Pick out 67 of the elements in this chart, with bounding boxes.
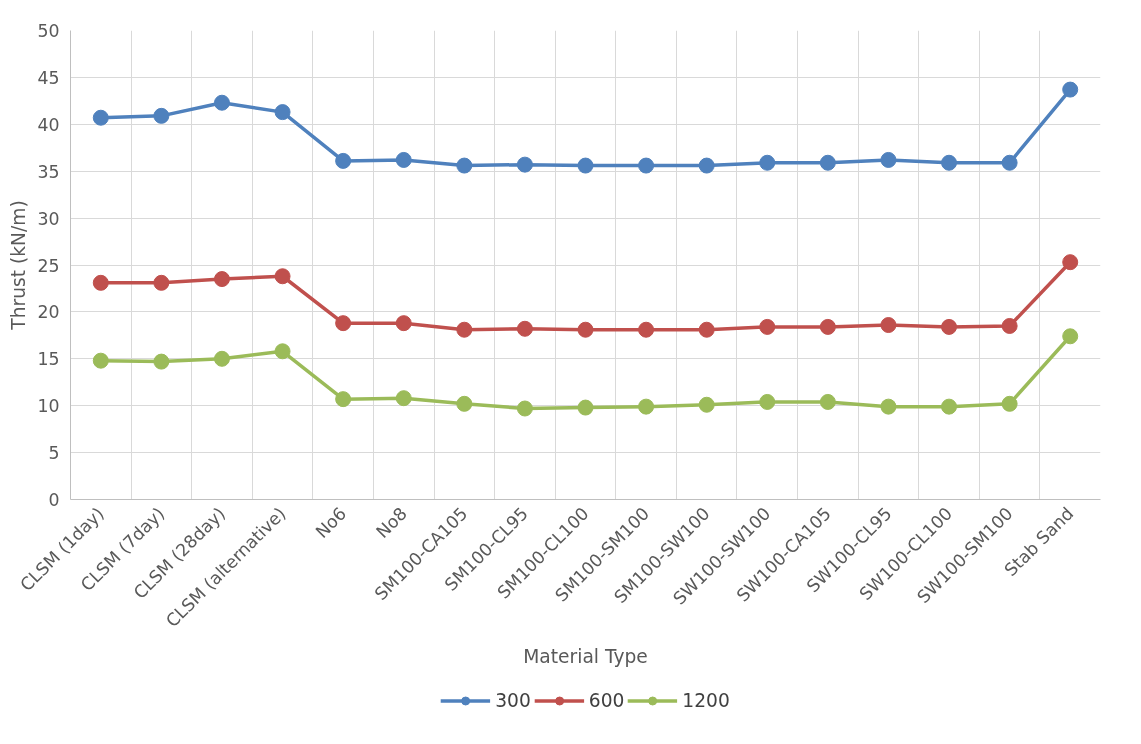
point: [759, 154, 776, 171]
legend-label: 1200: [682, 689, 730, 711]
y-tick-label: 35: [37, 161, 60, 182]
y-tick-label: 40: [37, 114, 60, 135]
point: [638, 321, 655, 338]
point: [1062, 81, 1079, 98]
point: [456, 157, 473, 174]
point: [153, 353, 170, 370]
y-tick-label: 30: [37, 208, 60, 229]
point: [516, 156, 533, 173]
point: [1062, 254, 1079, 271]
point: [577, 321, 594, 338]
y-tick-label: 10: [37, 396, 60, 417]
point: [759, 318, 776, 335]
point: [638, 157, 655, 174]
point: [274, 343, 291, 360]
point: [698, 396, 715, 413]
point: [92, 352, 109, 369]
point: [213, 350, 230, 367]
point: [941, 154, 958, 171]
point: [698, 321, 715, 338]
point: [213, 94, 230, 111]
point: [880, 398, 897, 415]
point: [516, 320, 533, 337]
y-tick-label: 25: [37, 255, 60, 276]
point: [516, 400, 533, 417]
point: [698, 157, 715, 174]
point: [335, 391, 352, 408]
point: [880, 317, 897, 334]
point: [819, 154, 836, 171]
point: [335, 152, 352, 169]
point: [456, 395, 473, 412]
y-tick-label: 45: [37, 67, 60, 88]
point: [819, 393, 836, 410]
point: [1001, 154, 1018, 171]
y-axis-title: Thrust (kN/m): [8, 200, 30, 331]
point: [92, 109, 109, 126]
point: [395, 315, 412, 332]
point: [92, 274, 109, 291]
y-tick-label: 20: [37, 302, 60, 323]
point: [577, 399, 594, 416]
point: [880, 151, 897, 168]
point: [395, 390, 412, 407]
point: [456, 321, 473, 338]
point: [274, 104, 291, 121]
point: [1062, 328, 1079, 345]
y-tick-label: 50: [37, 21, 60, 41]
point: [395, 151, 412, 168]
legend-label: 600: [588, 689, 625, 711]
point: [638, 398, 655, 415]
y-tick-label: 0: [48, 490, 60, 510]
point: [759, 393, 776, 410]
point: [941, 398, 958, 415]
y-tick-label: 15: [37, 349, 60, 370]
legend-label: 300: [495, 689, 531, 711]
point: [153, 274, 170, 291]
point: [1001, 317, 1018, 334]
point: [335, 315, 352, 332]
point: [274, 268, 291, 285]
point: [153, 107, 170, 124]
point: [1001, 395, 1018, 412]
point: [577, 157, 594, 174]
y-tick-label: 5: [48, 443, 60, 464]
x-axis-title: Material Type: [523, 646, 648, 668]
point: [941, 318, 958, 335]
point: [213, 271, 230, 288]
point: [819, 318, 836, 335]
